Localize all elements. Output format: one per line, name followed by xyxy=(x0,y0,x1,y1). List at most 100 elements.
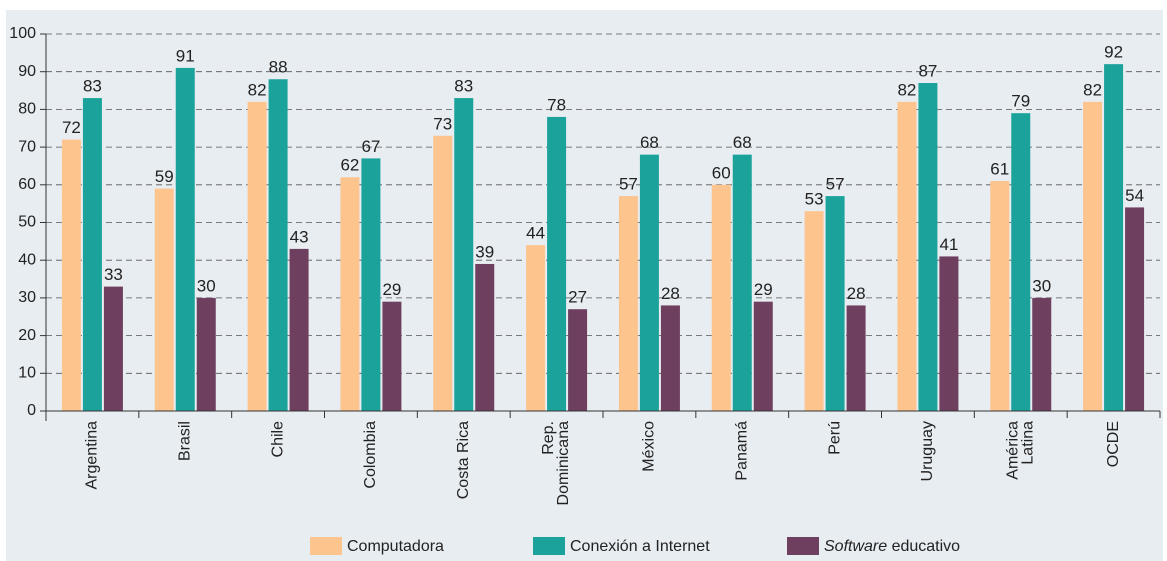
y-tick-label: 40 xyxy=(18,251,36,268)
bar xyxy=(990,181,1010,411)
bar xyxy=(939,256,959,411)
bar xyxy=(660,305,680,411)
bar xyxy=(711,184,731,411)
bar xyxy=(154,188,174,411)
value-label: 30 xyxy=(1032,276,1051,295)
bar xyxy=(1083,101,1103,412)
value-label: 78 xyxy=(547,95,566,114)
value-label: 30 xyxy=(197,276,216,295)
x-tick-label: México xyxy=(641,421,658,472)
value-label: 53 xyxy=(805,190,824,209)
bar xyxy=(103,286,123,411)
value-label: 68 xyxy=(733,133,752,152)
chart-background xyxy=(6,10,1163,561)
value-label: 79 xyxy=(1011,92,1030,111)
bar xyxy=(804,211,824,411)
bar xyxy=(475,263,495,411)
value-label: 83 xyxy=(83,77,102,96)
bar xyxy=(382,301,402,411)
value-label: 27 xyxy=(568,288,587,307)
x-tick-label: Argentina xyxy=(84,421,101,490)
legend-label: Software educativo xyxy=(824,538,960,555)
value-label: 83 xyxy=(454,77,473,96)
bar xyxy=(1104,64,1124,411)
bar xyxy=(454,98,474,411)
legend-label: Conexión a Internet xyxy=(570,538,710,555)
value-label: 82 xyxy=(897,80,916,99)
bar xyxy=(732,154,752,411)
x-tick-label: AméricaLatina xyxy=(1004,421,1036,480)
value-label: 91 xyxy=(176,46,195,65)
bar xyxy=(361,158,381,411)
bar xyxy=(639,154,659,411)
legend-swatch xyxy=(533,537,565,555)
value-label: 41 xyxy=(939,235,958,254)
bar xyxy=(526,245,546,411)
x-tick-label: Perú xyxy=(826,421,843,455)
value-label: 61 xyxy=(990,160,1009,179)
value-label: 28 xyxy=(661,284,680,303)
y-tick-label: 60 xyxy=(18,176,36,193)
x-tick-label: Panamá xyxy=(733,421,750,481)
value-label: 29 xyxy=(754,280,773,299)
value-label: 60 xyxy=(712,163,731,182)
y-tick-label: 70 xyxy=(18,138,36,155)
y-tick-label: 10 xyxy=(18,365,36,382)
x-tick-label: Chile xyxy=(269,421,286,458)
bar xyxy=(825,196,845,411)
x-tick-label: Uruguay xyxy=(919,421,936,481)
x-tick-label: Brasil xyxy=(176,421,193,461)
value-label: 62 xyxy=(340,156,359,175)
bar xyxy=(1125,207,1145,411)
value-label: 82 xyxy=(1083,80,1102,99)
bar xyxy=(268,79,288,412)
value-label: 92 xyxy=(1104,43,1123,62)
y-tick-label: 0 xyxy=(27,402,36,419)
legend-swatch xyxy=(310,537,342,555)
bar xyxy=(547,116,567,411)
bar xyxy=(568,309,588,411)
value-label: 29 xyxy=(382,280,401,299)
value-label: 72 xyxy=(62,118,81,137)
value-label: 88 xyxy=(269,58,288,77)
y-tick-label: 20 xyxy=(18,327,36,344)
bar xyxy=(175,67,195,412)
bar xyxy=(196,297,216,411)
value-label: 59 xyxy=(155,167,174,186)
bar xyxy=(1032,297,1052,411)
y-tick-label: 30 xyxy=(18,289,36,306)
bar xyxy=(247,101,267,412)
y-tick-label: 50 xyxy=(18,214,36,231)
bar xyxy=(618,196,638,411)
value-label: 68 xyxy=(640,133,659,152)
x-tick-label: Costa Rica xyxy=(455,421,472,499)
value-label: 43 xyxy=(290,227,309,246)
bar xyxy=(433,135,453,412)
value-label: 54 xyxy=(1125,186,1144,205)
bar xyxy=(82,98,102,411)
value-label: 73 xyxy=(433,114,452,133)
bar xyxy=(289,248,309,411)
legend-swatch xyxy=(787,537,819,555)
x-tick-label: OCDE xyxy=(1105,421,1122,467)
value-label: 82 xyxy=(248,80,267,99)
bar xyxy=(897,101,917,412)
y-tick-label: 90 xyxy=(18,63,36,80)
value-label: 39 xyxy=(475,242,494,261)
value-label: 67 xyxy=(361,137,380,156)
y-tick-label: 80 xyxy=(18,101,36,118)
bar xyxy=(846,305,866,411)
legend-label: Computadora xyxy=(347,538,444,555)
bar xyxy=(753,301,773,411)
value-label: 57 xyxy=(619,175,638,194)
bar xyxy=(918,83,938,411)
value-label: 33 xyxy=(104,265,123,284)
x-tick-label: Colombia xyxy=(362,421,379,489)
y-tick-label: 100 xyxy=(9,25,36,42)
bar xyxy=(61,139,81,411)
bar xyxy=(340,177,360,411)
value-label: 28 xyxy=(847,284,866,303)
value-label: 57 xyxy=(826,175,845,194)
bar xyxy=(1011,113,1031,412)
